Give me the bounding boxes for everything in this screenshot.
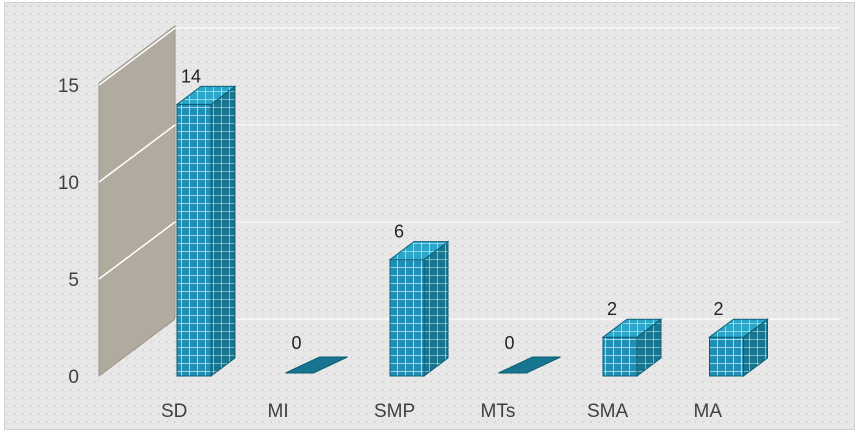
category-label: MI (268, 401, 289, 422)
bar-top (388, 241, 450, 261)
wall-panel (98, 25, 176, 377)
bar: 6 (388, 222, 450, 377)
bar-top (175, 85, 237, 105)
y-tick-label: 0 (68, 367, 79, 388)
bar-front (176, 103, 212, 377)
category-label: MA (694, 401, 723, 422)
x-axis-categories: SD MI SMP MTs SMA MA (161, 401, 722, 422)
category-label: SMA (587, 401, 629, 422)
bar-front (389, 259, 425, 377)
y-tick-label: 10 (58, 173, 79, 194)
bar-front (602, 336, 638, 377)
wall-gridline (98, 27, 176, 86)
data-label: 0 (292, 333, 302, 353)
y-tick-label: 15 (58, 76, 79, 97)
bar: 2 (708, 299, 769, 377)
bar: 0 (285, 333, 348, 374)
chart-area: 0 5 10 15 14 0 6 0 2 2 SD MI SMP MTs SMA MA (4, 2, 855, 430)
data-label: 2 (607, 299, 617, 319)
data-label: 6 (394, 222, 404, 242)
column-chart-3d: 0 5 10 15 14 0 6 0 2 2 SD MI SMP MTs SMA MA (5, 3, 854, 429)
bar-front (709, 336, 744, 377)
data-label: 2 (714, 299, 724, 319)
bar: 14 (175, 66, 237, 377)
y-tick-label: 5 (68, 270, 79, 291)
category-label: SMP (374, 401, 415, 422)
bar: 0 (498, 333, 561, 374)
category-label: MTs (481, 401, 516, 422)
wall-gridline (98, 221, 176, 280)
bar: 2 (601, 299, 663, 377)
back-wall (98, 25, 176, 377)
bars: 14 0 6 0 2 2 (175, 66, 769, 377)
gridlines (98, 27, 840, 320)
data-label: 14 (181, 66, 201, 86)
category-label: SD (161, 401, 187, 422)
bar-top (708, 318, 769, 338)
bar-side (423, 240, 449, 377)
bar-top (601, 318, 663, 338)
bar-zero-top (498, 356, 561, 374)
wall-gridline (98, 124, 176, 183)
bar-side (210, 85, 236, 377)
data-label: 0 (505, 333, 515, 353)
y-axis-ticks: 0 5 10 15 (58, 76, 79, 388)
bar-zero-top (285, 356, 348, 374)
